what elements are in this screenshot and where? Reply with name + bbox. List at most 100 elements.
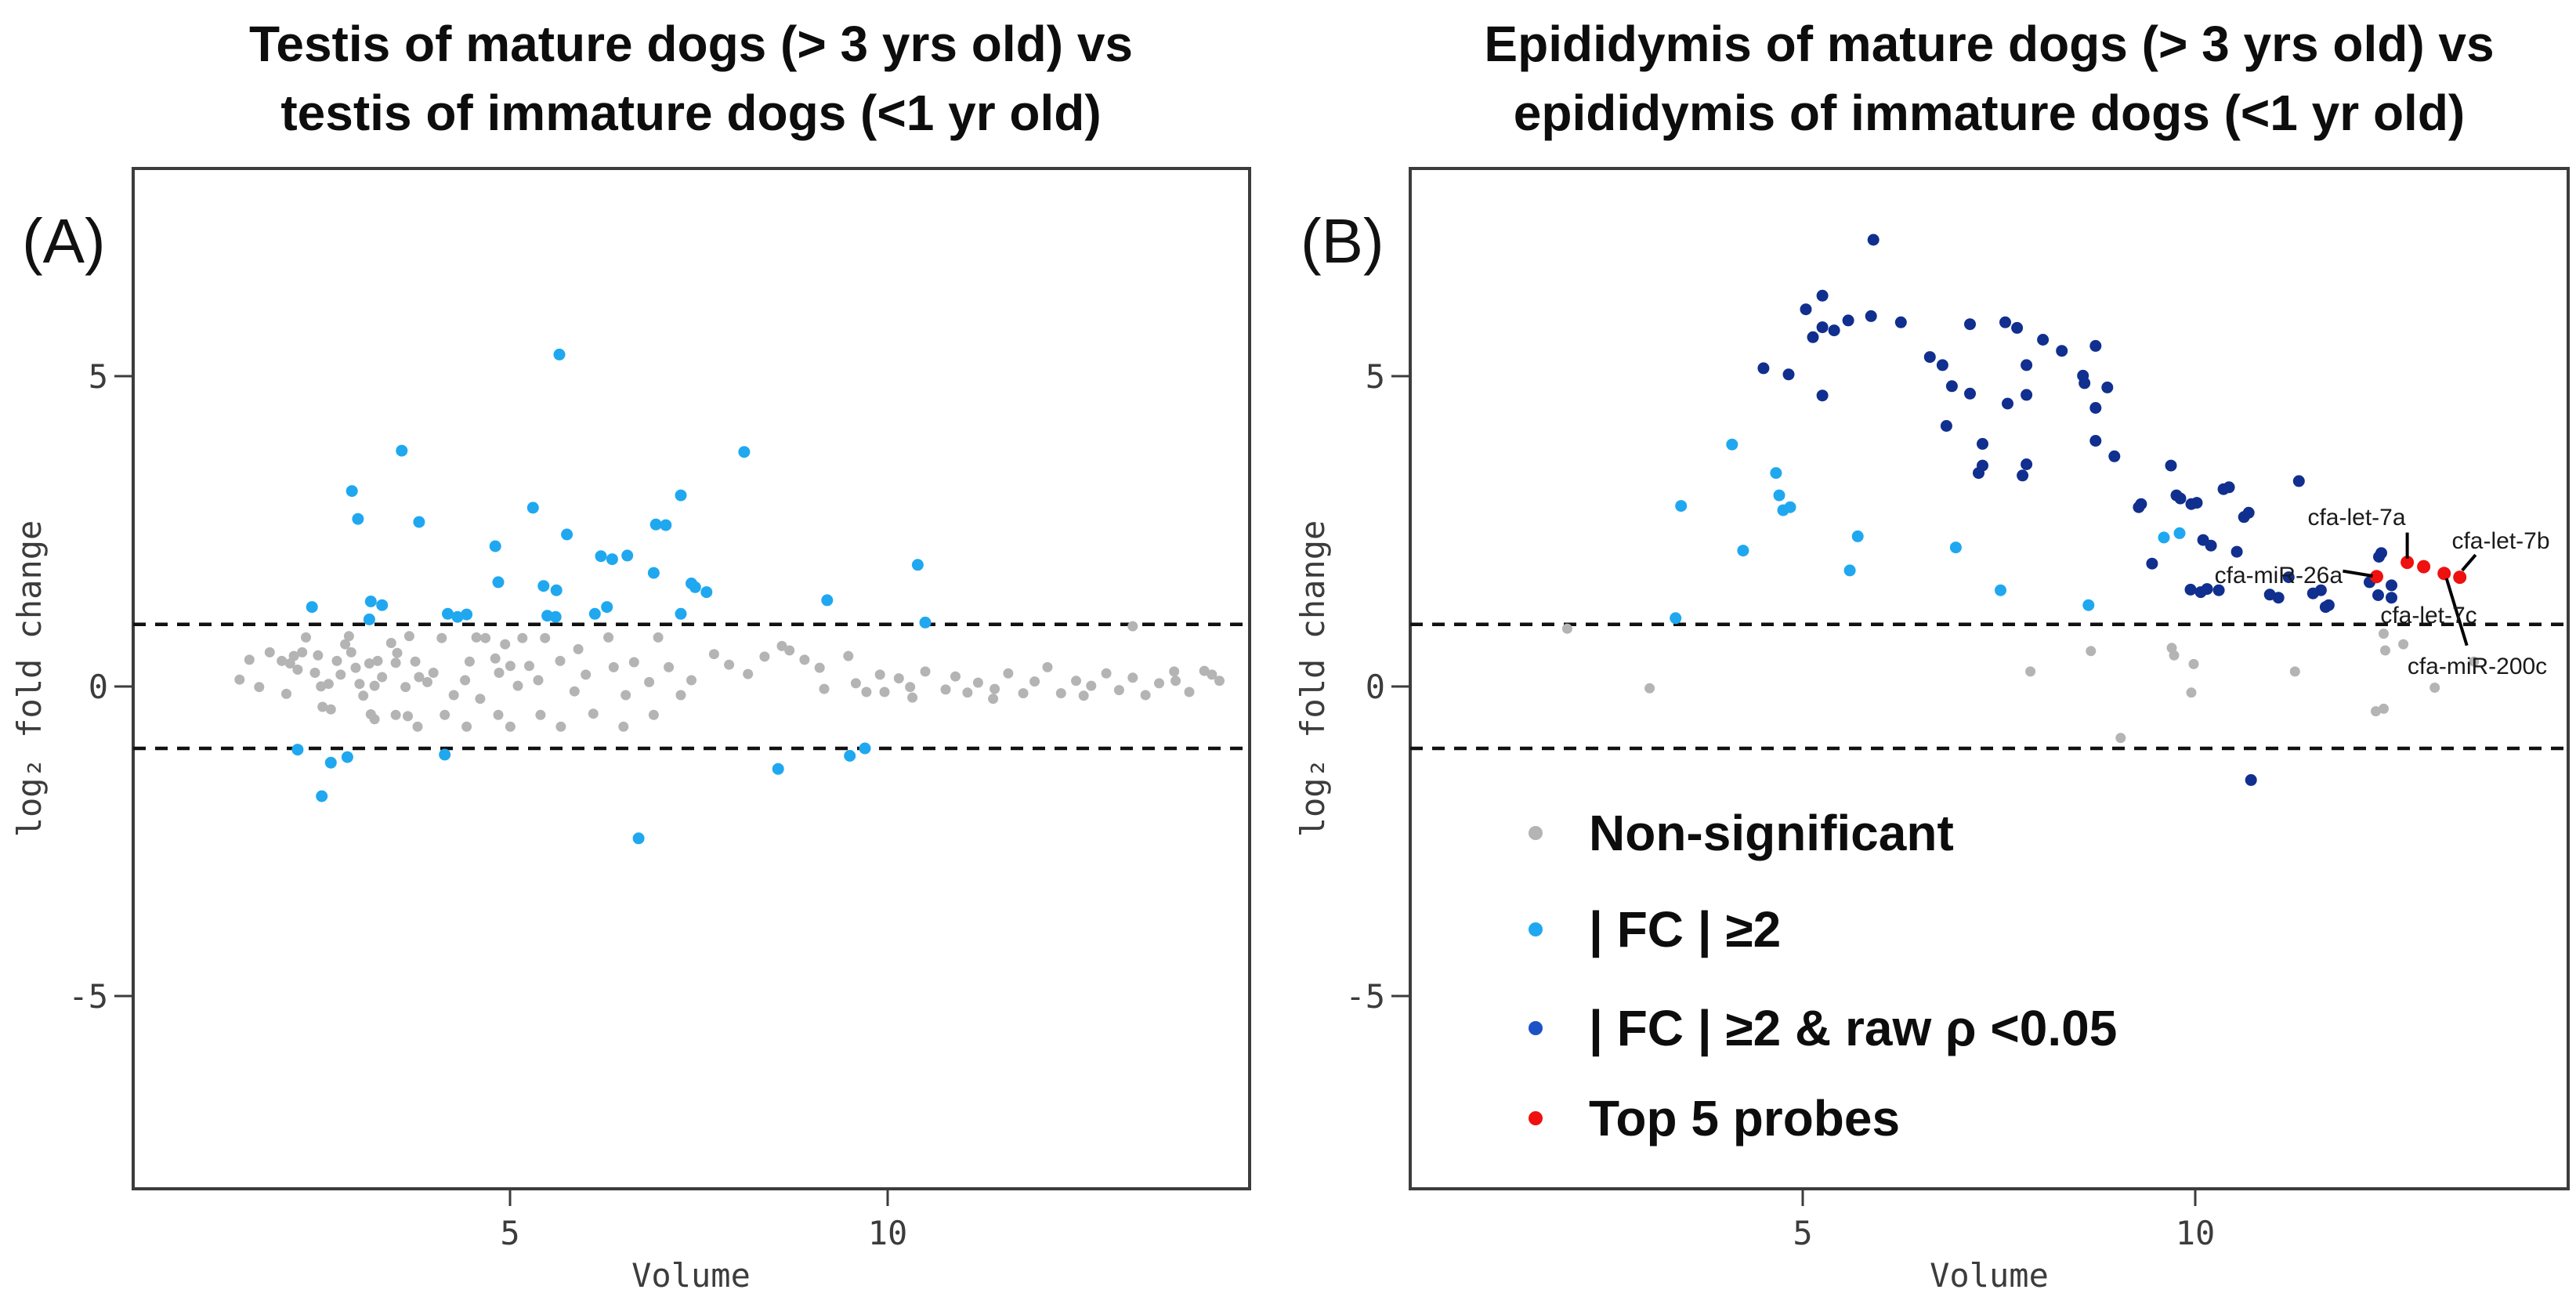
data-point bbox=[323, 679, 334, 690]
data-point bbox=[396, 444, 408, 457]
data-point bbox=[340, 639, 351, 650]
data-point bbox=[1923, 351, 1936, 364]
data-point bbox=[358, 690, 369, 701]
data-point bbox=[1894, 316, 1907, 328]
data-point bbox=[377, 672, 388, 683]
data-point bbox=[2372, 589, 2384, 601]
data-point bbox=[341, 751, 353, 763]
data-point bbox=[2217, 483, 2230, 495]
data-point bbox=[776, 640, 787, 651]
data-point bbox=[2386, 592, 2397, 604]
data-point bbox=[1675, 500, 1688, 513]
data-point bbox=[2079, 377, 2091, 389]
data-point bbox=[2379, 628, 2389, 639]
data-point bbox=[464, 656, 475, 667]
data-point bbox=[363, 613, 375, 625]
data-point bbox=[442, 607, 454, 620]
data-point bbox=[403, 711, 413, 722]
data-point bbox=[1777, 504, 1789, 516]
data-point bbox=[911, 559, 924, 571]
data-point bbox=[879, 686, 890, 697]
data-point bbox=[850, 678, 861, 689]
data-point bbox=[422, 676, 432, 687]
data-point bbox=[2158, 531, 2170, 544]
data-point bbox=[324, 756, 337, 769]
data-point bbox=[675, 489, 687, 502]
data-point bbox=[569, 686, 580, 697]
data-point bbox=[288, 650, 299, 661]
data-point bbox=[436, 632, 447, 643]
panel-a-points bbox=[234, 348, 1225, 845]
data-point bbox=[364, 658, 374, 669]
data-point bbox=[799, 654, 810, 665]
data-point bbox=[2169, 650, 2180, 661]
data-point bbox=[859, 742, 871, 755]
panel-a-ytick-label: 5 bbox=[89, 357, 108, 396]
data-point bbox=[1561, 623, 1572, 634]
panel-b: Epididymis of mature dogs (> 3 yrs old) … bbox=[1293, 16, 2570, 1295]
data-point bbox=[494, 668, 505, 678]
data-point bbox=[2398, 639, 2409, 650]
data-point bbox=[549, 610, 562, 623]
data-point bbox=[1029, 676, 1040, 687]
data-point bbox=[874, 669, 885, 680]
data-point bbox=[372, 655, 383, 666]
panel-b-ytick-label: 5 bbox=[1366, 357, 1385, 396]
data-point bbox=[2002, 397, 2013, 410]
panel-a: Testis of mature dogs (> 3 yrs old) vs t… bbox=[10, 16, 1251, 1295]
data-point bbox=[962, 687, 973, 698]
data-point bbox=[2174, 492, 2187, 505]
data-point bbox=[1113, 685, 1124, 696]
data-point bbox=[1726, 438, 1738, 451]
data-point bbox=[772, 762, 784, 775]
data-point bbox=[628, 657, 639, 668]
data-point bbox=[1828, 324, 1840, 337]
data-point bbox=[277, 655, 288, 666]
data-point bbox=[517, 632, 528, 643]
data-point bbox=[1071, 676, 1081, 686]
data-point bbox=[1207, 669, 1217, 680]
data-point bbox=[2282, 571, 2295, 584]
data-point bbox=[331, 655, 342, 666]
data-point bbox=[414, 672, 425, 683]
data-point bbox=[1851, 530, 1864, 542]
legend-dot-fc bbox=[1529, 922, 1543, 936]
data-point bbox=[1816, 321, 1829, 334]
data-point bbox=[413, 516, 425, 528]
data-point bbox=[264, 647, 275, 657]
panel-b-points bbox=[1561, 234, 2480, 786]
data-point bbox=[588, 607, 601, 620]
data-point bbox=[2115, 733, 2126, 744]
data-point bbox=[821, 594, 834, 607]
data-point bbox=[819, 683, 830, 694]
legend-label-non-significant: Non-significant bbox=[1589, 805, 1954, 861]
data-point bbox=[689, 581, 701, 593]
data-point bbox=[2056, 345, 2068, 357]
data-point bbox=[533, 675, 544, 686]
data-point bbox=[2212, 584, 2225, 596]
data-point bbox=[1773, 489, 1785, 502]
data-point bbox=[621, 549, 634, 562]
data-point bbox=[2201, 583, 2213, 596]
data-point bbox=[540, 632, 551, 643]
annotation-leader-line bbox=[2461, 553, 2477, 572]
data-point bbox=[1936, 359, 1948, 371]
data-point bbox=[448, 690, 459, 701]
data-point bbox=[2188, 658, 2199, 669]
data-point bbox=[2089, 435, 2102, 447]
data-point bbox=[471, 632, 482, 643]
data-point bbox=[561, 528, 573, 541]
data-point bbox=[618, 721, 629, 732]
data-point bbox=[1078, 690, 1089, 701]
data-point bbox=[553, 348, 566, 360]
data-point bbox=[2437, 567, 2451, 581]
data-point bbox=[317, 701, 328, 712]
data-point bbox=[2319, 601, 2332, 614]
panel-b-letter: (B) bbox=[1301, 206, 1384, 276]
data-point bbox=[1867, 234, 1880, 246]
data-point bbox=[893, 673, 904, 684]
data-point bbox=[2133, 501, 2145, 513]
data-point bbox=[1999, 316, 2011, 328]
data-point bbox=[675, 690, 686, 701]
